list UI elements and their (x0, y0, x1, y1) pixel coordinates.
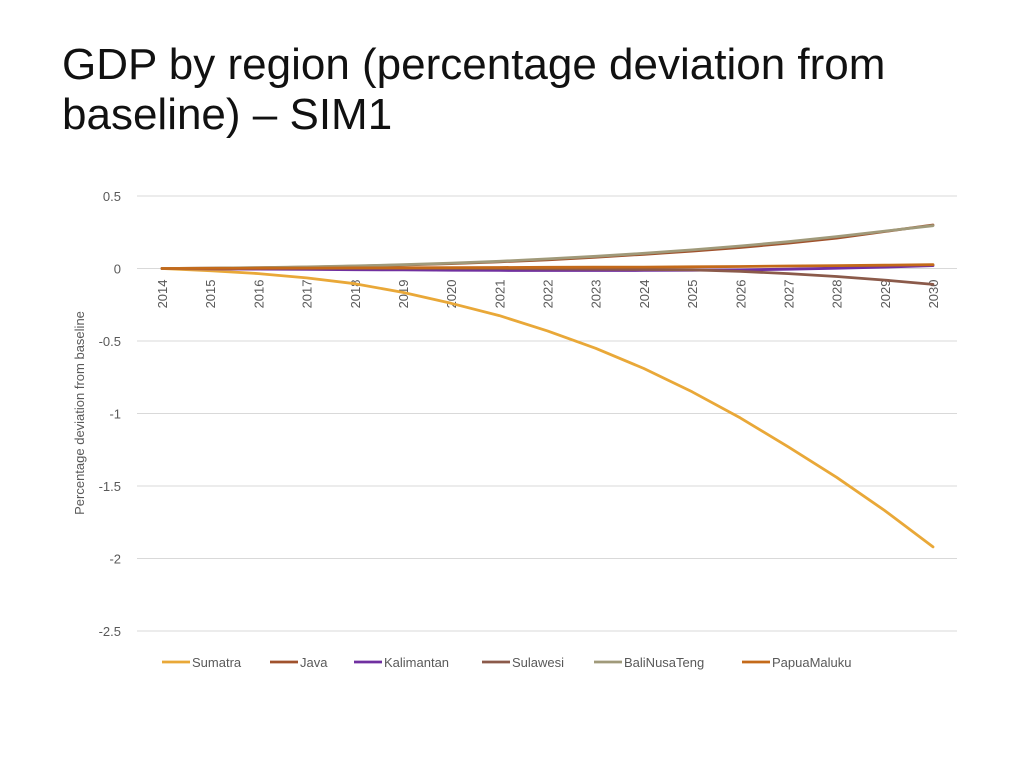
legend-label: Java (300, 655, 328, 670)
y-tick-label: 0.5 (103, 189, 121, 204)
x-tick-label: 2018 (348, 280, 363, 309)
legend: Sumatra Java Kalimantan Sulawesi BaliNusaTen… (162, 655, 852, 670)
x-tick-label: 2026 (733, 280, 748, 309)
legend-label: BaliNusaTeng (624, 655, 704, 670)
series-line-papuamaluku (160, 263, 935, 270)
x-tick-label: 2030 (926, 280, 941, 309)
x-tick-label: 2024 (637, 280, 652, 309)
series-line-sumatra (160, 267, 935, 549)
gridlines (137, 195, 957, 632)
legend-label: Sulawesi (512, 655, 564, 670)
series-line-java (160, 223, 935, 270)
y-tick-label: -2.5 (99, 624, 121, 639)
series-lines (160, 223, 935, 549)
y-tick-label: -1 (109, 407, 121, 422)
x-tick-label: 2028 (830, 280, 845, 309)
x-tick-label: 2025 (685, 280, 700, 309)
y-axis-title: Percentage deviation from baseline (72, 311, 87, 515)
y-tick-label: 0 (114, 262, 121, 277)
y-tick-label: -1.5 (99, 479, 121, 494)
x-tick-label: 2017 (300, 280, 315, 309)
series-line-balinusateng (160, 224, 935, 270)
x-tick-label: 2019 (396, 280, 411, 309)
y-tick-label: -0.5 (99, 334, 121, 349)
x-tick-label: 2029 (878, 280, 893, 309)
x-tick-label: 2015 (203, 280, 218, 309)
legend-label: Sumatra (192, 655, 242, 670)
x-tick-label: 2027 (781, 280, 796, 309)
x-tick-label: 2023 (589, 280, 604, 309)
x-tick-label: 2014 (155, 280, 170, 309)
y-axis-ticks: 0.5 0 -0.5 -1 -1.5 -2 -2.5 (99, 189, 121, 639)
slide-title: GDP by region (percentage deviation from… (62, 40, 886, 139)
legend-label: Kalimantan (384, 655, 449, 670)
x-tick-label: 2021 (492, 280, 507, 309)
x-tick-label: 2016 (251, 280, 266, 309)
x-tick-label: 2022 (541, 280, 556, 309)
legend-label: PapuaMaluku (772, 655, 852, 670)
y-tick-label: -2 (109, 552, 121, 567)
x-axis-ticks: 2014 2015 2016 2017 2018 2019 2020 2021 2022 2023… (155, 280, 941, 309)
